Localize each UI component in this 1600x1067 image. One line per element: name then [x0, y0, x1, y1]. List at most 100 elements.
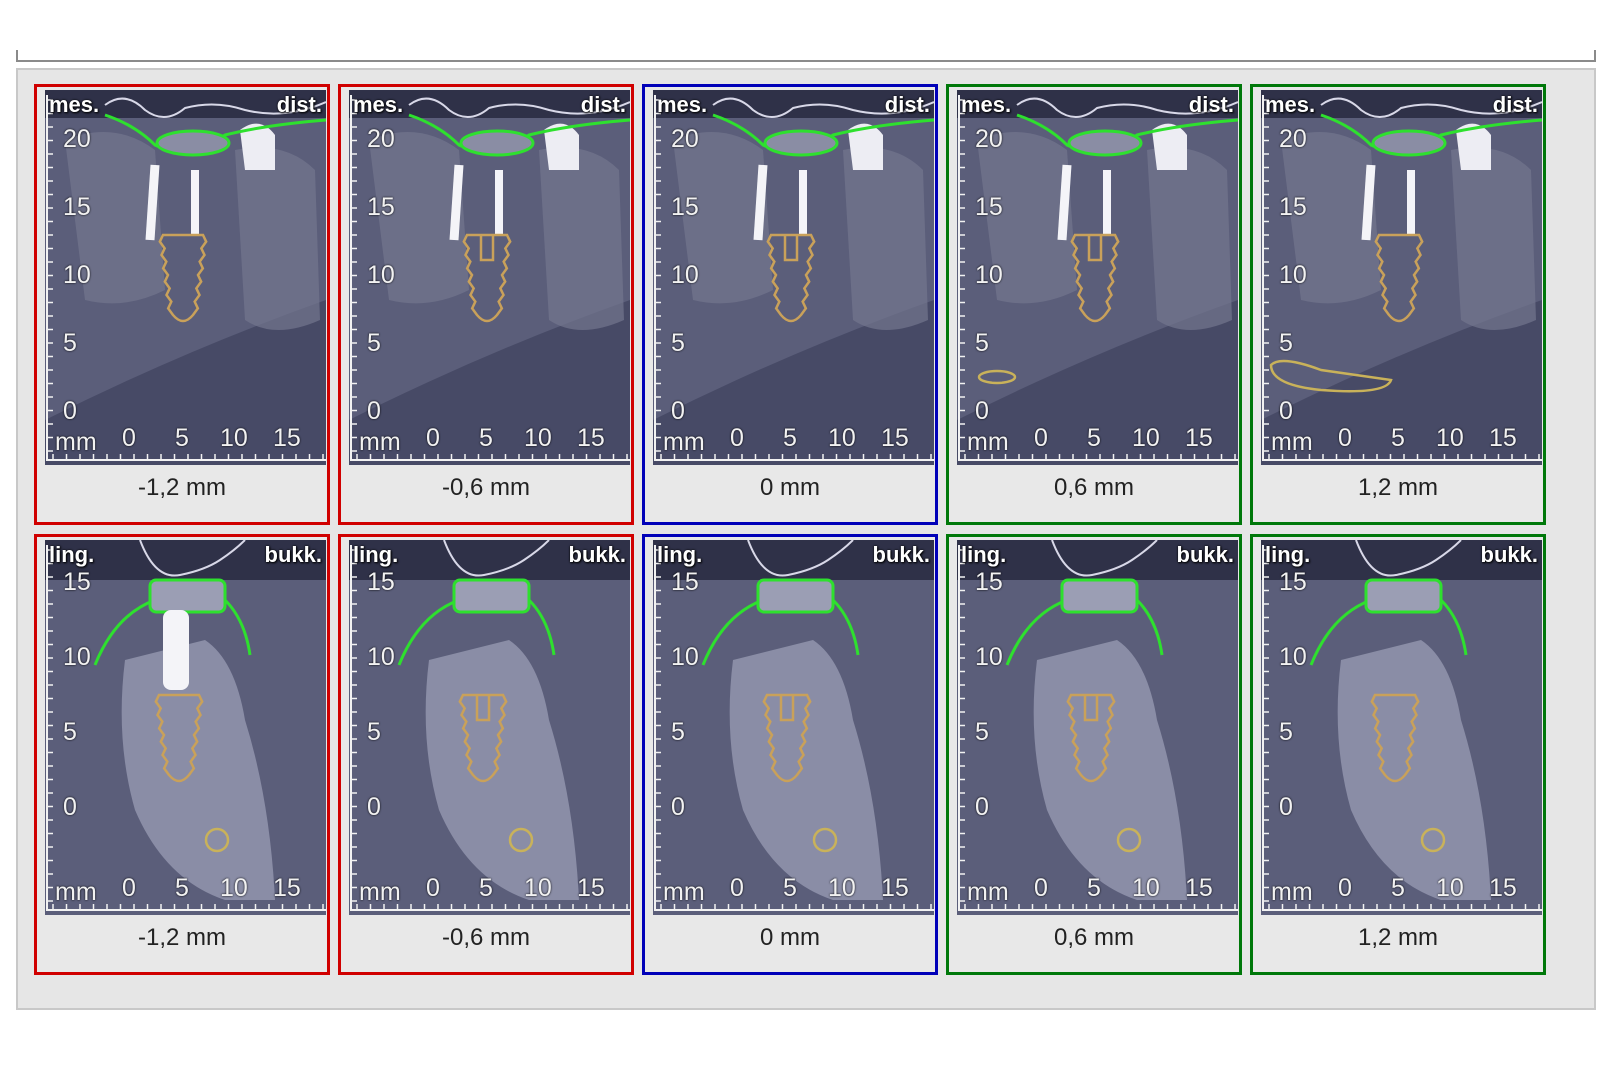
implant-outline	[458, 693, 508, 783]
mm-ruler	[350, 545, 630, 911]
y-tick-label: 10	[1279, 643, 1307, 671]
y-tick-label: 10	[1279, 261, 1307, 289]
ct-slice-view[interactable]: mes. dist. 20 15 10 5 0 0 5 10 15 mm	[45, 90, 326, 465]
nerve-canal-outline	[812, 827, 838, 853]
slice-offset-label: -1,2 mm	[137, 474, 226, 501]
y-tick-label: 20	[671, 125, 699, 153]
orientation-label-left: mes.	[49, 92, 100, 117]
y-tick-label: 20	[975, 125, 1003, 153]
y-tick-label: 15	[63, 193, 91, 221]
slice-tile-cross-section-0[interactable]: ling. bukk. 15 10 5 0 0 5 10 15 mm -1,2 mm	[34, 534, 330, 975]
mm-ruler	[958, 95, 1238, 461]
slice-offset-label: -0,6 mm	[441, 924, 530, 951]
y-tick-label: 10	[63, 261, 91, 289]
mm-ruler	[654, 545, 934, 911]
unit-label: mm	[359, 428, 401, 456]
y-tick-label: 10	[367, 643, 395, 671]
ct-slice-view[interactable]: ling. bukk. 15 10 5 0 0 5 10 15 mm	[45, 540, 326, 915]
slice-tile-cross-section-4[interactable]: ling. bukk. 15 10 5 0 0 5 10 15 mm 1,2 mm	[1250, 534, 1546, 975]
slice-offset-label: -1,2 mm	[137, 924, 226, 951]
x-tick-label: 0	[1338, 424, 1352, 452]
orientation-label-right: dist.	[1492, 92, 1538, 117]
orientation-label-right: dist.	[580, 92, 626, 117]
implant-outline	[1370, 693, 1420, 783]
x-tick-label: 10	[1436, 424, 1464, 452]
x-tick-label: 5	[1087, 874, 1101, 902]
nerve-canal-outline	[204, 827, 230, 853]
soft-tissue-line	[747, 540, 854, 577]
ct-image	[349, 90, 630, 465]
slice-offset-label: 0,6 mm	[1053, 474, 1134, 501]
y-tick-label: 5	[671, 329, 685, 357]
x-tick-label: 15	[577, 874, 605, 902]
y-tick-label: 0	[1279, 793, 1293, 821]
x-tick-label: 10	[1132, 424, 1160, 452]
soft-tissue-line	[1016, 97, 1238, 118]
slice-tile-sagittal-1[interactable]: mes. dist. 20 15 10 5 0 0 5 10 15 mm -0,6 mm	[338, 84, 634, 525]
y-tick-label: 5	[671, 718, 685, 746]
y-tick-label: 20	[367, 125, 395, 153]
x-tick-label: 10	[1436, 874, 1464, 902]
orientation-label-left: mes.	[1265, 92, 1316, 117]
x-tick-label: 15	[273, 874, 301, 902]
y-tick-label: 15	[63, 568, 91, 596]
unit-label: mm	[359, 878, 401, 906]
implant-outline	[1070, 233, 1120, 323]
y-tick-label: 0	[975, 793, 989, 821]
y-tick-label: 10	[975, 643, 1003, 671]
x-tick-label: 10	[220, 874, 248, 902]
soft-tissue-line	[139, 540, 246, 577]
slice-tile-sagittal-0[interactable]: mes. dist. 20 15 10 5 0 0 5 10 15 mm -1,2 mm	[34, 84, 330, 525]
slice-offset-label: 0 mm	[760, 924, 820, 951]
x-tick-label: 5	[1391, 874, 1405, 902]
slice-offset-label: 1,2 mm	[1357, 924, 1438, 951]
x-tick-label: 0	[122, 424, 136, 452]
ct-slice-view[interactable]: mes. dist. 20 15 10 5 0 0 5 10 15 mm	[957, 90, 1238, 465]
y-tick-label: 15	[367, 193, 395, 221]
slice-tile-cross-section-2[interactable]: ling. bukk. 15 10 5 0 0 5 10 15 mm 0 mm	[642, 534, 938, 975]
ct-slice-view[interactable]: ling. bukk. 15 10 5 0 0 5 10 15 mm	[653, 540, 934, 915]
x-tick-label: 0	[730, 424, 744, 452]
implant-outline	[766, 233, 816, 323]
y-tick-label: 15	[975, 568, 1003, 596]
ct-image	[957, 90, 1238, 465]
ct-slice-view[interactable]: mes. dist. 20 15 10 5 0 0 5 10 15 mm	[653, 90, 934, 465]
y-tick-label: 0	[671, 397, 685, 425]
unit-label: mm	[663, 878, 705, 906]
nerve-canal-outline	[508, 827, 534, 853]
ct-slice-view[interactable]: ling. bukk. 15 10 5 0 0 5 10 15 mm	[349, 540, 630, 915]
y-tick-label: 10	[63, 643, 91, 671]
x-tick-label: 5	[479, 874, 493, 902]
soft-tissue-line	[712, 97, 934, 118]
ct-image	[1261, 540, 1542, 915]
mm-ruler	[350, 95, 630, 461]
ct-slice-view[interactable]: mes. dist. 20 15 10 5 0 0 5 10 15 mm	[349, 90, 630, 465]
mm-ruler	[654, 95, 934, 461]
slice-tile-sagittal-3[interactable]: mes. dist. 20 15 10 5 0 0 5 10 15 mm 0,6 mm	[946, 84, 1242, 525]
x-tick-label: 15	[1185, 874, 1213, 902]
y-tick-label: 5	[367, 718, 381, 746]
slice-tile-cross-section-1[interactable]: ling. bukk. 15 10 5 0 0 5 10 15 mm -0,6 mm	[338, 534, 634, 975]
unit-label: mm	[1271, 428, 1313, 456]
slice-tile-sagittal-2[interactable]: mes. dist. 20 15 10 5 0 0 5 10 15 mm 0 mm	[642, 84, 938, 525]
x-tick-label: 5	[1391, 424, 1405, 452]
slice-tile-sagittal-4[interactable]: mes. dist. 20 15 10 5 0 0 5 10 15 mm 1,2 mm	[1250, 84, 1546, 525]
ct-slice-view[interactable]: ling. bukk. 15 10 5 0 0 5 10 15 mm	[957, 540, 1238, 915]
orientation-label-left: mes.	[657, 92, 708, 117]
slice-tile-cross-section-3[interactable]: ling. bukk. 15 10 5 0 0 5 10 15 mm 0,6 mm	[946, 534, 1242, 975]
implant-outline	[1374, 233, 1424, 323]
ct-slice-view[interactable]: mes. dist. 20 15 10 5 0 0 5 10 15 mm	[1261, 90, 1542, 465]
ct-image	[653, 540, 934, 915]
ct-slice-view[interactable]: ling. bukk. 15 10 5 0 0 5 10 15 mm	[1261, 540, 1542, 915]
unit-label: mm	[55, 878, 97, 906]
orientation-label-left: ling.	[49, 542, 95, 567]
implant-slice-grid: mes. dist. 20 15 10 5 0 0 5 10 15 mm -1,2 mm mes. dist…	[16, 68, 1596, 1010]
y-tick-label: 20	[1279, 125, 1307, 153]
y-tick-label: 0	[367, 397, 381, 425]
y-tick-label: 5	[63, 329, 77, 357]
orientation-label-right: bukk.	[568, 542, 626, 567]
orientation-label-right: bukk.	[1176, 542, 1234, 567]
ct-image	[45, 90, 326, 465]
y-tick-label: 10	[975, 261, 1003, 289]
nerve-canal-outline	[1420, 827, 1446, 853]
